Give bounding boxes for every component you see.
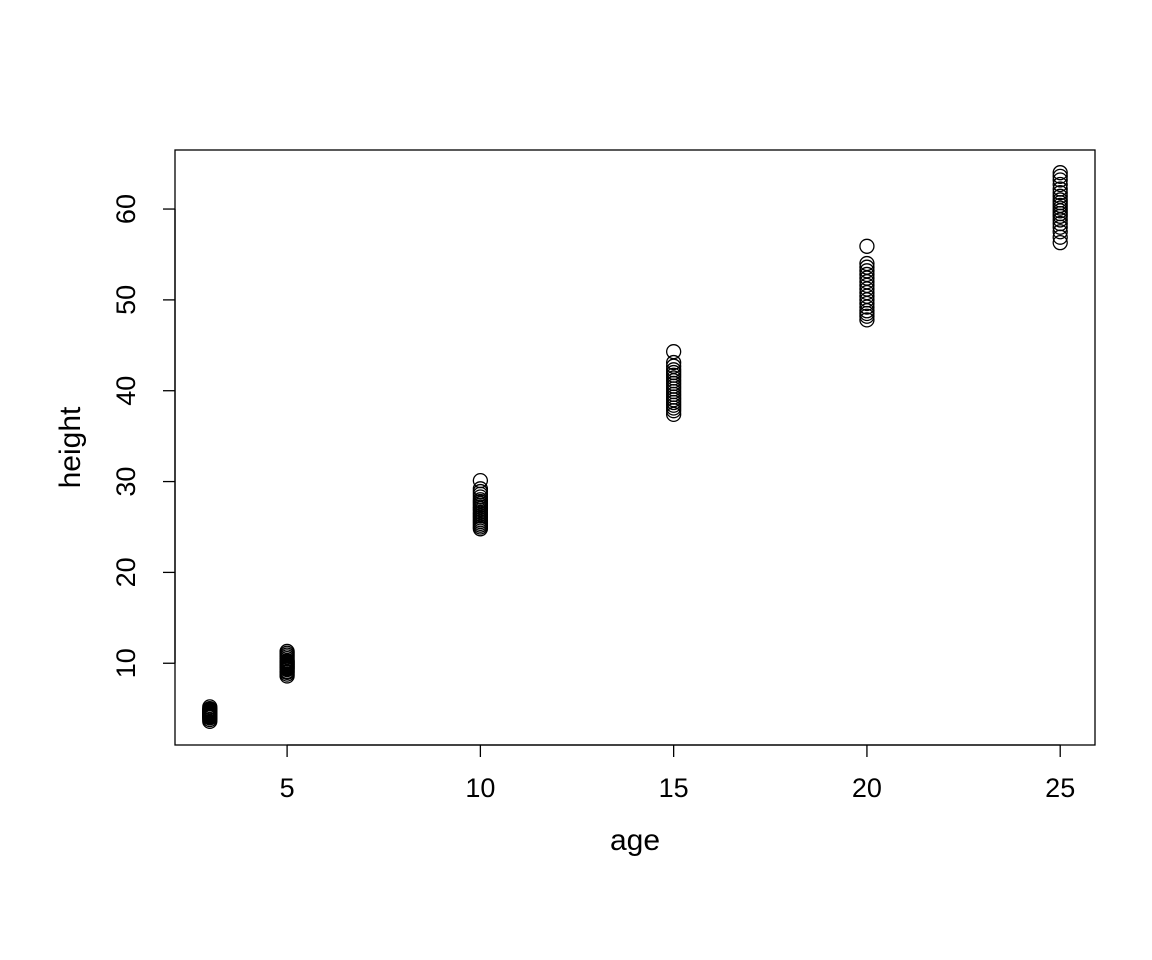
y-tick-label: 20 <box>111 557 141 587</box>
y-axis-label: height <box>54 406 87 488</box>
x-axis-label: age <box>610 824 660 857</box>
x-tick-label: 10 <box>465 773 495 803</box>
y-tick-label: 30 <box>111 467 141 497</box>
x-tick-label: 5 <box>280 773 295 803</box>
plot-background <box>0 0 1152 960</box>
x-tick-label: 25 <box>1045 773 1075 803</box>
y-tick-label: 40 <box>111 376 141 406</box>
x-tick-label: 20 <box>852 773 882 803</box>
y-tick-label: 50 <box>111 285 141 315</box>
scatter-chart: 5 10 15 20 25 10 20 30 40 50 60 age height <box>0 0 1152 960</box>
y-tick-label: 60 <box>111 194 141 224</box>
y-tick-label: 10 <box>111 648 141 678</box>
x-tick-label: 15 <box>659 773 689 803</box>
chart-svg: 5 10 15 20 25 10 20 30 40 50 60 age height <box>0 0 1152 960</box>
